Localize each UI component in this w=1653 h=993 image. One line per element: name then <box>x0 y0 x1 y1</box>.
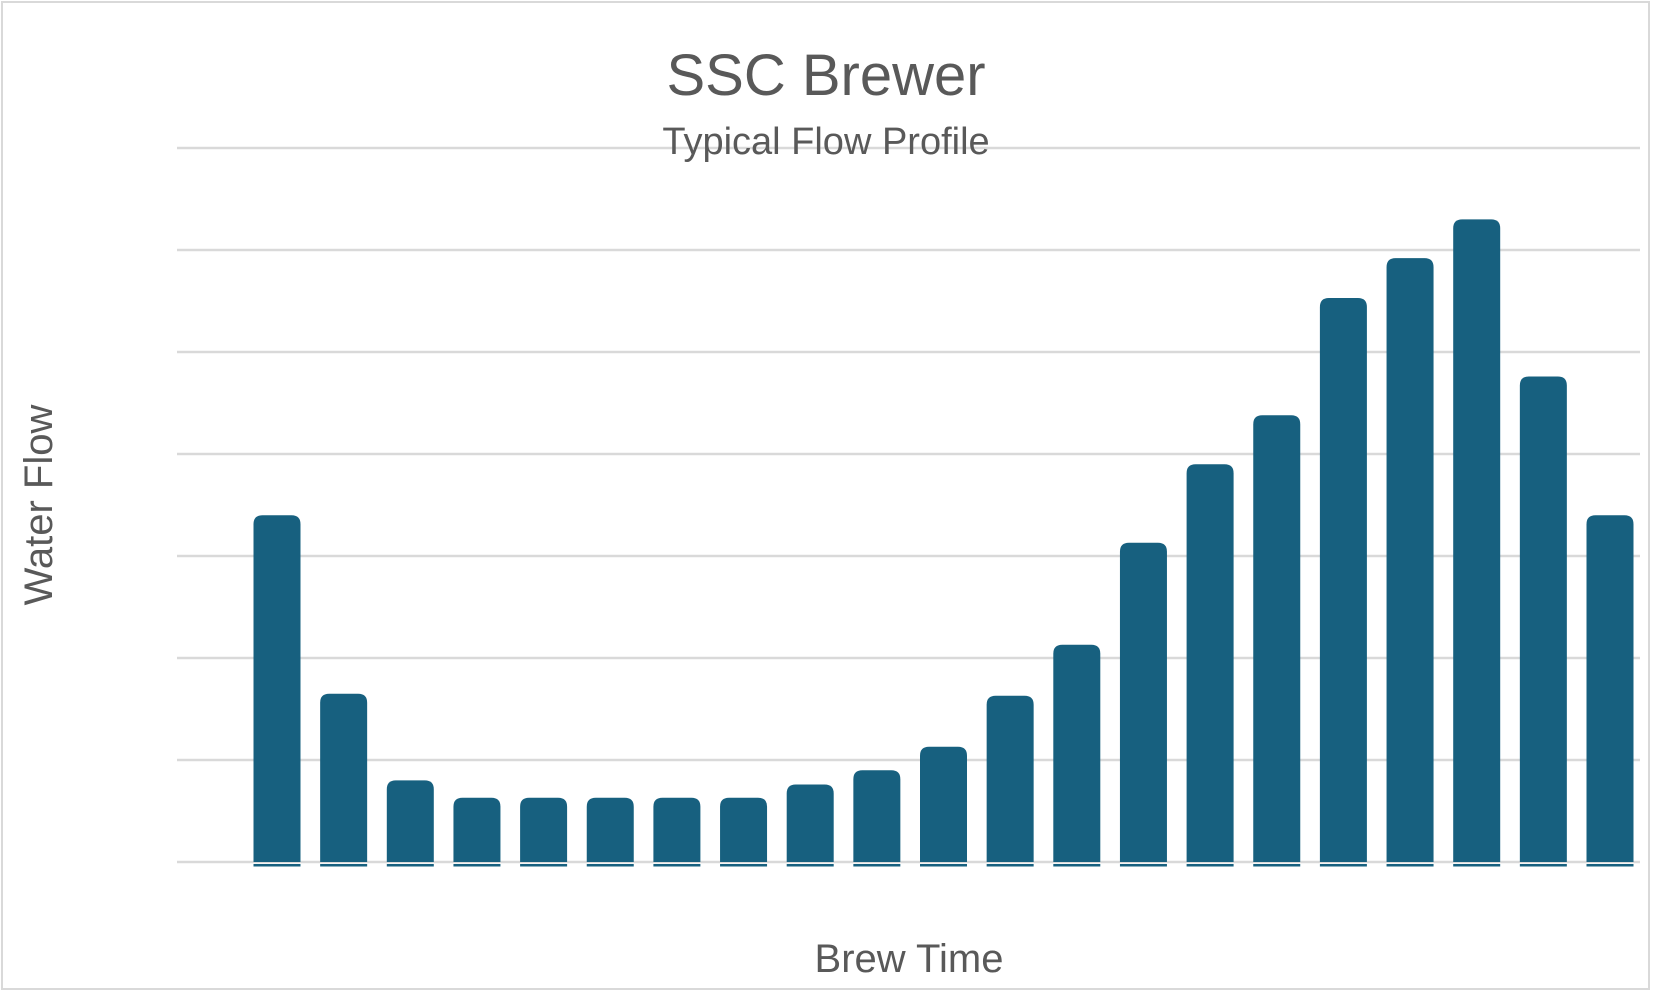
bar-baseline-cap <box>1519 864 1567 867</box>
bar-baseline-cap <box>1186 864 1234 867</box>
bar <box>1453 219 1501 862</box>
x-axis-label: Brew Time <box>815 937 1004 981</box>
bar-baseline-cap <box>1253 864 1301 867</box>
bar-baseline-cap <box>986 864 1034 867</box>
bar-baseline-cap <box>386 864 434 867</box>
bar-baseline-cap <box>1586 864 1634 867</box>
bar <box>1186 464 1234 862</box>
bar <box>853 770 901 862</box>
bar-baseline-cap <box>520 864 568 867</box>
bar <box>253 515 301 862</box>
bar-layer <box>253 219 1634 867</box>
bar <box>1053 644 1101 862</box>
bar <box>386 780 434 862</box>
bar-baseline-cap <box>1119 864 1167 867</box>
bar-baseline-cap <box>920 864 967 867</box>
bar-baseline-cap <box>1053 864 1101 867</box>
bar-baseline-cap <box>853 864 901 867</box>
bar-baseline-cap <box>1386 864 1434 867</box>
bar <box>1319 297 1367 862</box>
bar <box>720 797 768 862</box>
bar-baseline-cap <box>453 864 501 867</box>
bar-baseline-cap <box>320 864 368 867</box>
chart-title: SSC Brewer <box>666 43 985 108</box>
bar-baseline-cap <box>720 864 768 867</box>
bar <box>586 797 634 862</box>
bar <box>320 693 368 862</box>
chart-subtitle: Typical Flow Profile <box>662 121 989 163</box>
bar-baseline-cap <box>786 864 834 867</box>
bar-baseline-cap <box>1453 864 1501 867</box>
bar <box>920 746 967 862</box>
bar <box>1253 415 1301 862</box>
bar <box>786 784 834 862</box>
y-axis-label: Water Flow <box>17 405 61 606</box>
bar-baseline-cap <box>586 864 634 867</box>
bar <box>1519 376 1567 862</box>
bar-baseline-cap <box>653 864 701 867</box>
bar-baseline-cap <box>253 864 301 867</box>
bar-baseline-cap <box>1319 864 1367 867</box>
bar <box>653 797 701 862</box>
bar <box>520 797 568 862</box>
bar <box>1386 258 1434 862</box>
bar <box>1586 515 1634 862</box>
bar <box>986 695 1034 862</box>
bar <box>1119 542 1167 862</box>
bar <box>453 797 501 862</box>
